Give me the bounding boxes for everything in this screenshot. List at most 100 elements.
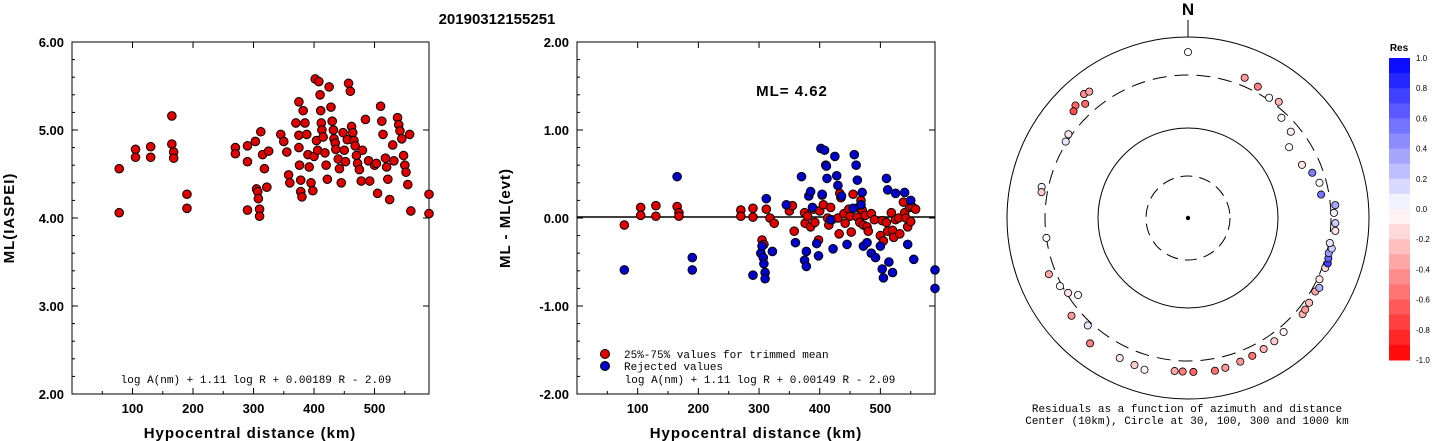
station-residual-point xyxy=(1317,190,1326,199)
station-residual-point xyxy=(1081,99,1090,108)
y-tick-label: -2.00 xyxy=(539,387,569,402)
station-residual-point xyxy=(1315,283,1324,292)
colorbar-cell xyxy=(1389,88,1410,104)
colorbar-cell xyxy=(1389,103,1410,119)
rejected-point xyxy=(902,239,913,250)
trimmed-point xyxy=(863,226,874,236)
station-residual-point xyxy=(1178,367,1187,376)
colorbar-cell xyxy=(1389,178,1410,195)
station-residual-point xyxy=(1315,178,1324,187)
colorbar-label: 0.0 xyxy=(1416,205,1428,214)
rejected-point xyxy=(884,257,894,267)
data-point xyxy=(375,101,386,112)
rejected-point xyxy=(870,252,881,263)
data-point xyxy=(282,147,292,157)
rejected-point xyxy=(836,191,847,201)
rejected-point xyxy=(807,202,818,213)
rejected-point xyxy=(805,186,816,197)
data-point xyxy=(291,118,301,128)
rejected-point xyxy=(930,283,940,294)
data-point xyxy=(328,125,339,135)
data-point xyxy=(130,152,141,163)
colorbar: Res 1.0 0.8 0.6 0.4 0.2 0.0 -0.2 -0.4 -0.6 -0.8 -1… xyxy=(1389,43,1430,365)
data-point xyxy=(301,129,312,140)
rejected-point xyxy=(877,264,888,274)
ml-vs-distance-plot: 100 200 300 400 500 2.00 3.00 4.00 5.00 6.00 log … xyxy=(1,35,434,441)
rejected-point xyxy=(833,180,843,191)
data-point xyxy=(263,146,274,156)
data-point xyxy=(356,176,367,186)
data-point xyxy=(315,105,326,116)
station-residual-point xyxy=(1298,160,1307,169)
station-residual-point xyxy=(1037,188,1046,197)
station-residual-point xyxy=(1331,219,1340,228)
station-residual-point xyxy=(1236,357,1245,366)
rejected-point xyxy=(831,170,842,181)
x-tick-label: 400 xyxy=(809,401,831,416)
trimmed-point xyxy=(910,204,921,214)
rejected-point xyxy=(908,254,919,265)
data-point xyxy=(398,150,409,161)
rejected-point xyxy=(848,203,858,214)
rejected-point xyxy=(890,188,901,199)
colorbar-label: 0.6 xyxy=(1416,114,1428,123)
legend-label-trimmed: 25%-75% values for trimmed mean xyxy=(624,350,829,362)
data-point xyxy=(339,145,350,156)
colorbar-label: 1.0 xyxy=(1416,54,1428,63)
data-point xyxy=(396,134,407,144)
data-point xyxy=(327,116,337,126)
station-residual-point xyxy=(1285,143,1294,152)
station-residual-point xyxy=(1210,366,1219,375)
station-residual-point xyxy=(1184,48,1193,57)
y-axis-label: ML(IASPEI) xyxy=(1,173,18,264)
rejected-point xyxy=(849,149,860,160)
station-residual-point xyxy=(1240,73,1249,82)
station-residual-point xyxy=(1329,208,1338,217)
x-tick-label: 100 xyxy=(122,401,144,416)
rejected-point xyxy=(761,193,772,204)
rejected-point xyxy=(819,145,830,156)
station-residual-point xyxy=(1248,351,1257,360)
station-residual-point xyxy=(1331,201,1340,210)
trimmed-point xyxy=(748,212,758,222)
y-axis-label: ML - ML(evt) xyxy=(497,168,514,268)
data-point xyxy=(253,193,264,204)
data-point xyxy=(182,189,192,200)
colorbar-label: 0.2 xyxy=(1416,175,1428,184)
colorbar-cell xyxy=(1389,193,1410,210)
data-point xyxy=(340,156,351,167)
x-tick-label: 300 xyxy=(748,401,770,416)
rejected-point xyxy=(825,214,836,225)
rejected-point xyxy=(881,173,892,184)
rejected-point xyxy=(878,273,889,283)
colorbar-cell xyxy=(1389,239,1410,255)
y-tick-label: 3.00 xyxy=(39,299,64,314)
data-point xyxy=(145,152,156,163)
data-point xyxy=(322,174,333,185)
colorbar-label: -0.4 xyxy=(1416,265,1430,274)
north-label: N xyxy=(1182,0,1194,19)
station-residual-point xyxy=(1140,365,1149,374)
rejected-point xyxy=(672,171,682,182)
rejected-point xyxy=(905,195,916,206)
trimmed-point xyxy=(848,189,858,200)
station-residual-point xyxy=(1189,367,1198,376)
trimmed-point xyxy=(635,202,646,213)
trimmed-point xyxy=(619,220,630,230)
legend-marker-trimmed xyxy=(600,349,610,359)
x-tick-label: 300 xyxy=(243,401,265,416)
rejected-point xyxy=(822,173,832,184)
trimmed-point xyxy=(846,227,857,237)
station-residual-point xyxy=(1083,321,1092,330)
data-point xyxy=(424,208,434,219)
rejected-point xyxy=(619,265,630,275)
station-residual-point xyxy=(1061,137,1070,146)
rejected-point xyxy=(930,265,940,275)
x-axis-label: Hypocentral distance (km) xyxy=(650,425,863,441)
rejected-point xyxy=(852,175,863,185)
colorbar-cell xyxy=(1389,314,1410,331)
data-point xyxy=(320,148,330,158)
station-residual-point xyxy=(1115,354,1124,363)
colorbar-cell xyxy=(1389,163,1410,180)
